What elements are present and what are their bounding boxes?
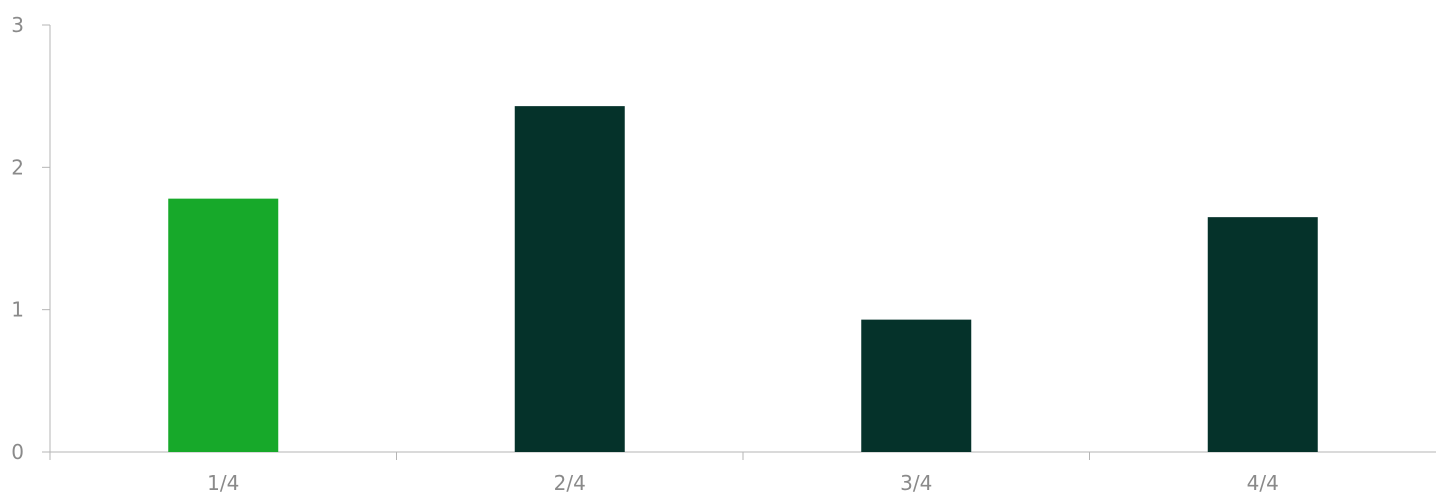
bar-4: [1207, 217, 1318, 452]
y-tick-label: 3: [11, 13, 24, 37]
bar-1: [168, 198, 279, 452]
x-tick-label: 1/4: [207, 471, 239, 495]
y-tick-label: 0: [11, 440, 24, 464]
x-tick-labels: 1/4 2/4 3/4 4/4: [207, 471, 1279, 495]
x-tick-marks: [49, 452, 1090, 460]
x-tick-label: 4/4: [1247, 471, 1279, 495]
y-tick-labels: 0 1 2 3: [11, 13, 24, 464]
x-tick-label: 2/4: [554, 471, 586, 495]
bars: [168, 106, 1318, 452]
x-tick-label: 3/4: [900, 471, 932, 495]
bar-2: [514, 106, 625, 452]
y-tick-label: 1: [11, 298, 24, 322]
y-tick-label: 2: [11, 155, 24, 179]
y-tick-marks: [42, 24, 50, 453]
bar-3: [861, 319, 972, 452]
